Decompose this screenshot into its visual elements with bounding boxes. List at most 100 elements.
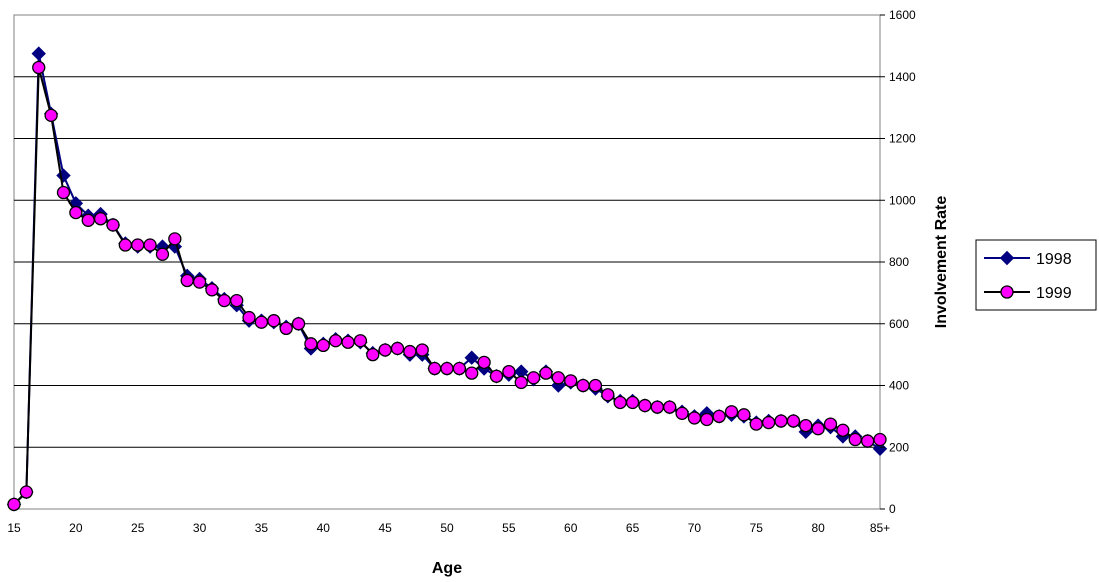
x-tick-label: 30 bbox=[193, 521, 207, 535]
data-point-1999 bbox=[551, 371, 565, 385]
y-tick-label: 1600 bbox=[889, 8, 916, 22]
data-point-1999 bbox=[514, 375, 528, 390]
data-point-1998 bbox=[464, 350, 479, 365]
data-point-1999 bbox=[724, 405, 739, 419]
data-point-1999 bbox=[415, 343, 429, 357]
data-point-1999 bbox=[576, 378, 590, 393]
data-point-1999 bbox=[526, 371, 541, 385]
data-point-1999 bbox=[737, 408, 751, 422]
data-point-1999 bbox=[192, 275, 207, 289]
data-point-1998 bbox=[31, 46, 46, 61]
data-point-1999 bbox=[341, 335, 355, 349]
y-tick-label: 0 bbox=[889, 502, 896, 516]
data-point-1999 bbox=[353, 334, 368, 348]
data-point-1999 bbox=[452, 361, 467, 376]
data-point-1999 bbox=[267, 314, 281, 328]
x-tick-label: 75 bbox=[750, 521, 764, 535]
x-tick-label: 80 bbox=[811, 521, 825, 535]
legend-marker bbox=[1000, 285, 1014, 299]
data-point-1999 bbox=[378, 343, 392, 357]
data-point-1999 bbox=[316, 338, 330, 353]
data-point-1999 bbox=[650, 400, 664, 414]
x-tick-label: 15 bbox=[7, 521, 21, 535]
data-point-1999 bbox=[427, 361, 442, 376]
data-point-1999 bbox=[180, 273, 194, 288]
x-tick-label: 70 bbox=[688, 521, 702, 535]
legend-entry-1999: 1999 bbox=[984, 285, 1072, 302]
x-tick-label: 65 bbox=[626, 521, 640, 535]
data-point-1999 bbox=[7, 497, 21, 512]
data-point-1999 bbox=[440, 361, 454, 376]
y-tick-label: 600 bbox=[889, 317, 909, 331]
data-point-1999 bbox=[131, 238, 145, 252]
data-point-1998 bbox=[872, 441, 888, 457]
series-layer bbox=[6, 46, 888, 512]
x-tick-label: 40 bbox=[317, 521, 331, 535]
data-point-1999 bbox=[279, 321, 293, 336]
legend-box bbox=[975, 239, 1097, 311]
data-point-1999 bbox=[291, 317, 306, 331]
data-point-1999 bbox=[403, 344, 417, 359]
data-point-1999 bbox=[502, 364, 516, 379]
data-point-1999 bbox=[254, 315, 269, 329]
x-tick-label: 85+ bbox=[870, 521, 890, 535]
data-point-1999 bbox=[539, 366, 553, 380]
legend-label: 1998 bbox=[1036, 251, 1072, 268]
data-point-1999 bbox=[217, 293, 231, 308]
data-point-1999 bbox=[93, 212, 108, 226]
legend-entry-1998: 1998 bbox=[984, 250, 1072, 268]
legend-marker bbox=[999, 250, 1015, 266]
data-point-1999 bbox=[155, 247, 170, 261]
data-point-1999 bbox=[848, 432, 862, 447]
y-axis-title: Involvement Rate bbox=[933, 196, 950, 329]
data-point-1999 bbox=[774, 414, 788, 428]
data-point-1999 bbox=[860, 434, 875, 448]
data-point-1999 bbox=[19, 485, 34, 499]
data-point-1999 bbox=[786, 414, 801, 428]
data-point-1999 bbox=[663, 400, 677, 414]
data-point-1999 bbox=[32, 60, 46, 75]
data-point-1999 bbox=[564, 374, 578, 388]
x-tick-label: 35 bbox=[255, 521, 269, 535]
data-point-1999 bbox=[205, 283, 219, 297]
data-point-1999 bbox=[69, 205, 83, 220]
data-point-1999 bbox=[366, 347, 380, 362]
x-axis-title: Age bbox=[432, 560, 462, 577]
x-axis-ticks: 15 20 25 30 35 40 45 50 55 60 65 70 75 80 85+ bbox=[7, 521, 890, 535]
x-tick-label: 50 bbox=[440, 521, 454, 535]
data-point-1999 bbox=[675, 406, 689, 420]
x-tick-label: 20 bbox=[69, 521, 83, 535]
data-point-1999 bbox=[56, 185, 71, 200]
gridlines bbox=[14, 76, 880, 448]
data-point-1999 bbox=[242, 310, 256, 325]
data-point-1999 bbox=[712, 409, 726, 424]
data-point-1999 bbox=[836, 423, 850, 437]
data-point-1999 bbox=[638, 398, 652, 413]
data-point-1999 bbox=[588, 378, 603, 393]
data-point-1999 bbox=[811, 422, 825, 436]
data-point-1999 bbox=[106, 218, 120, 232]
y-tick-label: 1400 bbox=[889, 70, 916, 84]
x-tick-label: 60 bbox=[564, 521, 578, 535]
x-tick-label: 45 bbox=[378, 521, 392, 535]
data-point-1999 bbox=[81, 213, 95, 227]
data-point-1999 bbox=[687, 411, 702, 425]
legend-label: 1999 bbox=[1036, 285, 1072, 302]
data-point-1999 bbox=[477, 355, 491, 369]
data-point-1999 bbox=[625, 395, 640, 410]
y-tick-label: 200 bbox=[889, 440, 909, 454]
data-point-1999 bbox=[465, 366, 479, 380]
legend: 1998 1999 bbox=[975, 239, 1097, 311]
y-tick-label: 400 bbox=[889, 379, 909, 393]
data-point-1999 bbox=[749, 417, 763, 431]
data-point-1999 bbox=[230, 293, 244, 308]
data-point-1999 bbox=[700, 412, 714, 427]
x-tick-label: 55 bbox=[502, 521, 516, 535]
data-point-1999 bbox=[304, 337, 318, 351]
data-point-1999 bbox=[613, 395, 627, 410]
data-point-1999 bbox=[489, 369, 504, 383]
data-point-1999 bbox=[601, 388, 615, 402]
y-tick-label: 800 bbox=[889, 255, 909, 269]
y-tick-label: 1000 bbox=[889, 193, 916, 207]
